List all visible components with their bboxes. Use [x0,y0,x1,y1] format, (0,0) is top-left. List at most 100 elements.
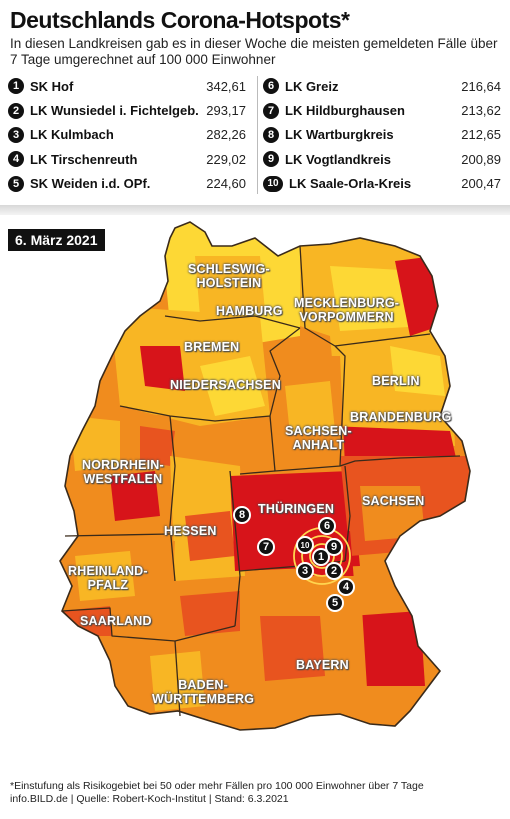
rank-number-badge: 4 [8,151,24,168]
header: Deutschlands Corona-Hotspots* In diesen … [10,6,502,68]
district-name: LK Greiz [285,78,339,94]
ranking-column-right: 6 LK Greiz 216,64 7 LK Hildburghausen 21… [263,74,501,196]
district-name: LK Vogtlandkreis [285,151,391,167]
region-fill [110,471,160,521]
hotspot-ring [301,535,343,577]
state-label-line: PFALZ [87,578,129,592]
hotspot-marker: 1 [312,548,330,566]
region-fill [260,616,325,681]
state-border [229,470,241,627]
rank-number-badge: 1 [8,78,24,95]
rank-number-badge: 3 [8,126,24,143]
hotspot-marker: 7 [257,538,275,556]
state-label-niedersachsen: NIEDERSACHSEN [170,378,281,392]
ranking-row: 3 LK Kulmbach 282,26 [8,123,246,147]
state-label-line: RHEINLAND- [68,564,148,578]
hotspot-ranking: 1 SK Hof 342,61 2 LK Wunsiedel i. Fichte… [8,74,502,200]
rank-number-badge: 10 [263,175,283,192]
district-name: LK Hildburghausen [285,103,405,119]
region-fill [350,611,425,686]
state-label-line: WÜRTTEMBERG [152,692,255,706]
ranking-row: 9 LK Vogtlandkreis 200,89 [263,147,501,171]
state-label-sachsen: SACHSEN [362,494,425,508]
state-border [61,607,236,642]
ranking-row: 8 LK Wartburgkreis 212,65 [263,123,501,147]
region-fill [140,346,185,391]
hotspot-marker: 5 [326,594,344,612]
incidence-value: 229,02 [206,151,246,167]
district-name: SK Hof [30,78,74,94]
incidence-value: 213,62 [461,103,501,119]
state-label-bremen: BREMEN [184,340,240,354]
state-label-nordrhein-westfalen: NORDRHEIN- WESTFALEN [82,458,164,486]
district-name: LK Wunsiedel i. Fichtelgeb. [30,103,199,119]
ranking-row: 1 SK Hof 342,61 [8,74,246,98]
state-label-line: SACHSEN- [285,424,352,438]
district-name: SK Weiden i.d. OPf. [30,176,151,192]
date-badge: 6. März 2021 [8,229,105,251]
state-border [239,470,276,475]
state-border [344,465,351,562]
footnote: *Einstufung als Risikogebiet bei 50 oder… [10,780,502,806]
state-border [64,533,171,537]
germany-map [59,221,471,731]
hotspot-marker: 9 [325,538,343,556]
page-subtitle: In diesen Landkreisen gab es in dieser W… [10,36,498,67]
district-choropleth [60,222,470,730]
ranking-row: 4 LK Tirschenreuth 229,02 [8,147,246,171]
region-fill [360,486,425,541]
state-label-rheinland-pfalz: RHEINLAND- PFALZ [68,564,148,592]
state-border [169,415,176,582]
state-label-bayern: BAYERN [296,658,349,672]
region-fill [395,256,440,336]
hotspot-marker: 8 [233,506,251,524]
ranking-row: 5 SK Weiden i.d. OPf. 224,60 [8,172,246,196]
state-label-mecklenburg-vorpommern: MECKLENBURG- VORPOMMERN [294,296,399,324]
district-name: LK Saale-Orla-Kreis [289,176,412,192]
state-label-hamburg: HAMBURG [216,304,283,318]
region-fill [390,346,445,396]
hotspot-marker: 2 [325,562,343,580]
state-border [299,245,336,347]
district-name: LK Wartburgkreis [285,127,394,143]
state-label-brandenburg: BRANDENBURG [350,410,452,424]
state-label-line: VORPOMMERN [299,310,394,324]
state-label-berlin: BERLIN [372,374,420,388]
state-border [334,333,431,347]
incidence-value: 342,61 [206,78,246,94]
state-label-saarland: SAARLAND [80,614,152,628]
region-fill [180,591,240,636]
ranking-column-left: 1 SK Hof 342,61 2 LK Wunsiedel i. Fichte… [8,74,246,196]
state-label-sachsen-anhalt: SACHSEN- ANHALT [285,424,352,452]
state-border [174,640,181,717]
incidence-value: 224,60 [206,176,246,192]
ranking-row: 6 LK Greiz 216,64 [263,74,501,98]
ranking-row: 2 LK Wunsiedel i. Fichtelgeb. 293,17 [8,98,246,122]
page-title: Deutschlands Corona-Hotspots* [10,7,350,33]
column-divider [257,76,258,194]
region-fill [185,511,235,561]
state-label-line: ANHALT [292,438,345,452]
region-fill [75,551,135,601]
incidence-value: 200,89 [461,151,501,167]
state-border [339,455,461,467]
germany-map-panel: 6. März 2021 SCHLESWIG- HOLSTEIN HAMBURG… [0,216,510,764]
incidence-value: 293,17 [206,103,246,119]
section-separator [0,205,510,215]
rank-number-badge: 8 [263,126,279,143]
hotspot-marker: 10 [296,536,314,554]
rank-number-badge: 2 [8,102,24,119]
region-fill [195,256,265,316]
region-fill [200,356,265,416]
hotspot-marker: 6 [318,517,336,535]
region-fill [140,426,175,466]
hotspot-marker: 3 [296,562,314,580]
district-name: LK Kulmbach [30,127,114,143]
state-label-line: WESTFALEN [83,472,163,486]
state-label-baden-wuerttemberg: BADEN- WÜRTTEMBERG [152,678,254,706]
hotspot-marker: 4 [337,578,355,596]
district-name: LK Tirschenreuth [30,151,138,167]
rank-number-badge: 9 [263,151,279,168]
state-label-hessen: HESSEN [164,524,217,538]
incidence-value: 282,26 [206,127,246,143]
